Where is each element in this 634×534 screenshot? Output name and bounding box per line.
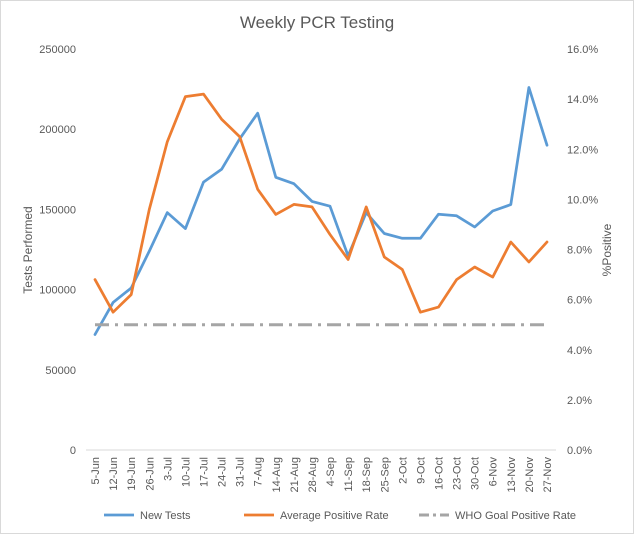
x-tick-label: 28-Aug bbox=[307, 457, 319, 492]
series-line-average-positive-rate bbox=[93, 92, 549, 314]
y2-tick-label: 14.0% bbox=[567, 94, 598, 106]
y2-tick-label: 0.0% bbox=[567, 445, 592, 457]
x-tick-label: 27-Nov bbox=[542, 457, 554, 493]
series-line-new-tests bbox=[93, 86, 549, 336]
legend: New Tests Average Positive Rate WHO Goal P… bbox=[104, 510, 576, 522]
x-tick-label: 17-Jul bbox=[199, 457, 211, 487]
x-tick-label: 24-Jul bbox=[217, 457, 229, 487]
series-layer bbox=[93, 86, 549, 336]
y2-tick-label: 4.0% bbox=[567, 345, 592, 357]
y2-axis-ticks: 0.0% 2.0% 4.0% 6.0% 8.0% 10.0% 12.0% 14.0% 16.0% bbox=[567, 44, 598, 457]
y-axis-title: Tests Performed bbox=[21, 206, 35, 293]
y-tick-label: 250000 bbox=[39, 44, 76, 56]
y2-tick-label: 10.0% bbox=[567, 194, 598, 206]
y2-axis-title: %Positive bbox=[600, 223, 614, 276]
x-tick-label: 7-Aug bbox=[253, 457, 265, 486]
y-axis-ticks: 0 50000 100000 150000 200000 250000 bbox=[39, 44, 76, 457]
x-tick-label: 31-Jul bbox=[235, 457, 247, 487]
x-tick-label: 18-Sep bbox=[361, 457, 373, 492]
x-tick-label: 14-Aug bbox=[271, 457, 283, 492]
x-tick-label: 6-Nov bbox=[488, 457, 500, 487]
y2-tick-label: 16.0% bbox=[567, 44, 598, 56]
x-tick-label: 2-Oct bbox=[397, 457, 409, 484]
legend-label: Average Positive Rate bbox=[280, 510, 389, 522]
y2-tick-label: 8.0% bbox=[567, 245, 592, 257]
x-tick-label: 13-Nov bbox=[506, 457, 518, 493]
x-tick-label: 16-Oct bbox=[434, 457, 446, 490]
y-tick-label: 100000 bbox=[39, 285, 76, 297]
y2-tick-label: 6.0% bbox=[567, 295, 592, 307]
x-tick-label: 5-Jun bbox=[90, 457, 102, 485]
y-tick-label: 150000 bbox=[39, 204, 76, 216]
x-tick-label: 3-Jul bbox=[162, 457, 174, 481]
chart-title: Weekly PCR Testing bbox=[240, 13, 394, 32]
x-tick-label: 12-Jun bbox=[108, 457, 120, 491]
x-tick-label: 26-Jun bbox=[144, 457, 156, 491]
y-tick-label: 0 bbox=[70, 445, 76, 457]
x-axis-ticks: 5-Jun 12-Jun 19-Jun 26-Jun 3-Jul 10-Jul 17-Jul… bbox=[90, 457, 554, 493]
x-tick-label: 11-Sep bbox=[343, 457, 355, 492]
x-tick-label: 23-Oct bbox=[452, 457, 464, 490]
y-tick-label: 50000 bbox=[45, 365, 76, 377]
x-tick-label: 10-Jul bbox=[180, 457, 192, 487]
x-tick-label: 30-Oct bbox=[470, 457, 482, 490]
y-tick-label: 200000 bbox=[39, 124, 76, 136]
x-tick-label: 9-Oct bbox=[415, 457, 427, 484]
x-tick-label: 21-Aug bbox=[289, 457, 301, 492]
y2-tick-label: 12.0% bbox=[567, 144, 598, 156]
y2-tick-label: 2.0% bbox=[567, 395, 592, 407]
legend-label: New Tests bbox=[140, 510, 191, 522]
x-tick-label: 25-Sep bbox=[379, 457, 391, 492]
x-tick-label: 19-Jun bbox=[126, 457, 138, 491]
x-tick-label: 20-Nov bbox=[524, 457, 536, 493]
legend-label: WHO Goal Positive Rate bbox=[455, 510, 576, 522]
x-tick-label: 4-Sep bbox=[325, 457, 337, 486]
